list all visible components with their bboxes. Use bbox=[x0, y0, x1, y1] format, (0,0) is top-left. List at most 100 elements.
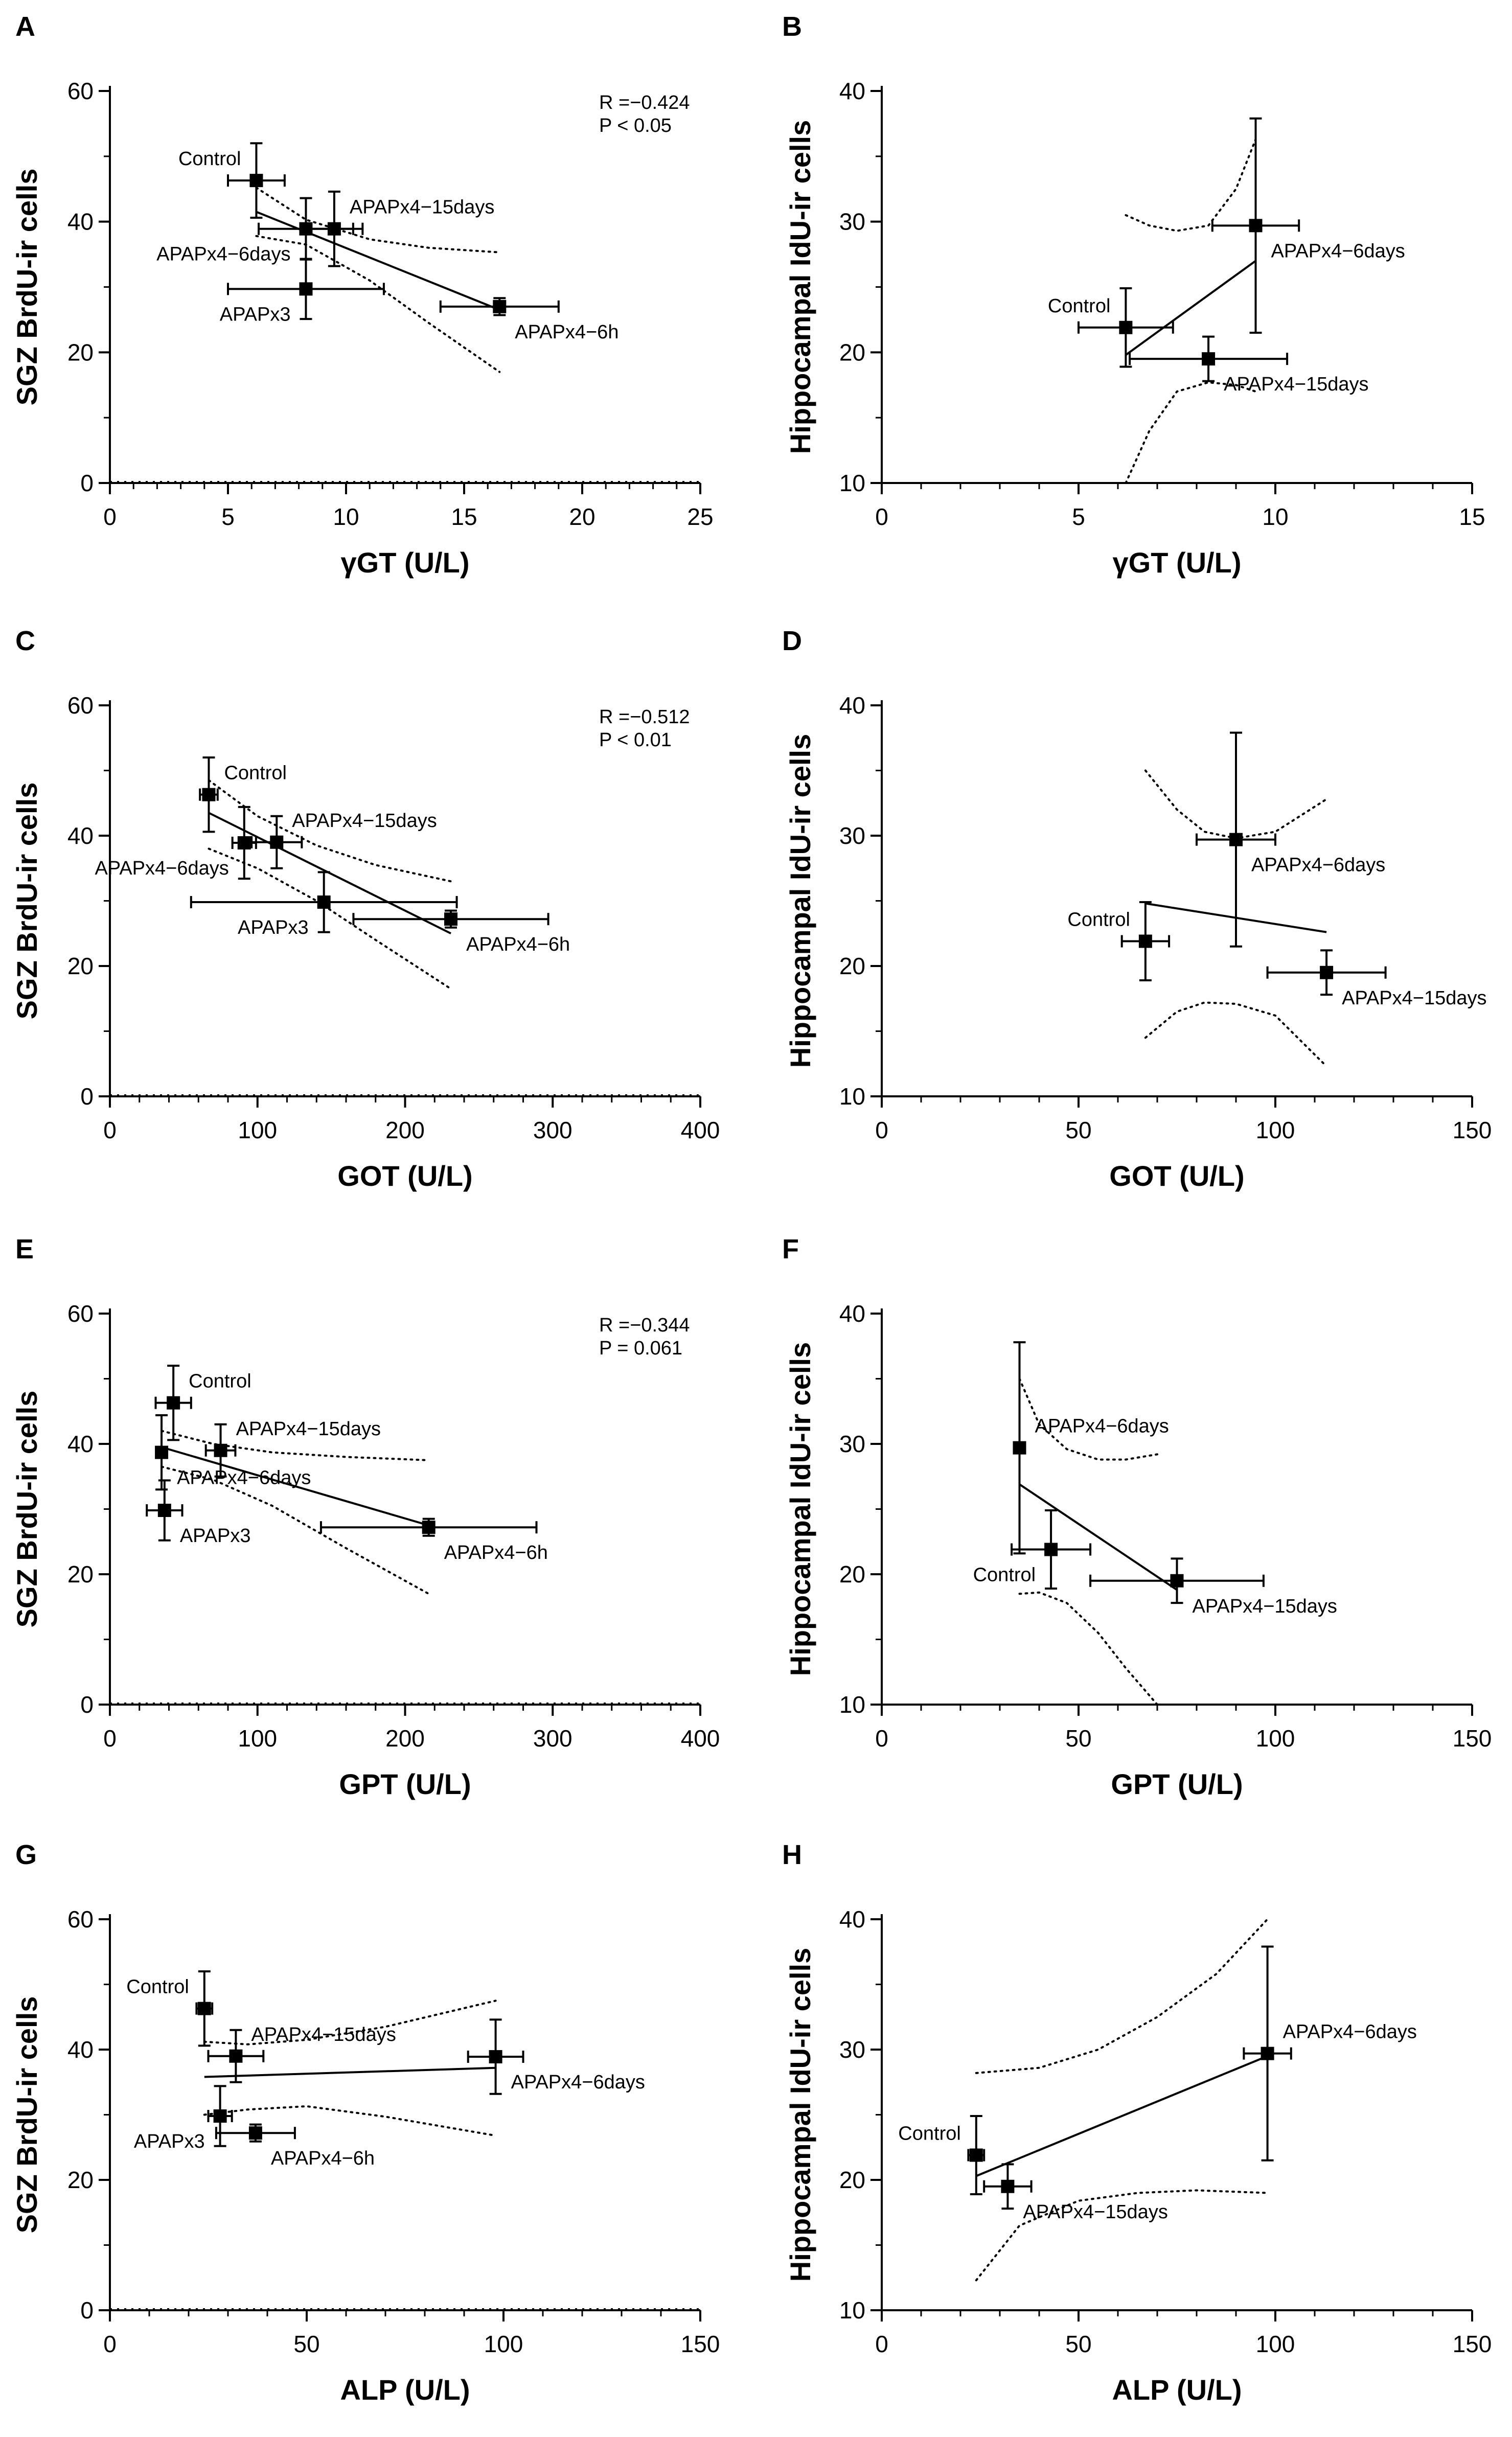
data-point-group: Control bbox=[973, 1509, 1092, 1590]
data-point-marker bbox=[229, 2049, 243, 2063]
data-point-label: APAPx4−15days bbox=[292, 810, 437, 832]
x-tick-label: 100 bbox=[1256, 1725, 1295, 1752]
x-tick-label: 100 bbox=[1256, 2331, 1295, 2357]
data-point-label: APAPx4−6days bbox=[1283, 2021, 1417, 2043]
x-tick-label: 400 bbox=[681, 1725, 720, 1752]
x-tick-label: 5 bbox=[221, 503, 235, 530]
x-tick-label: 200 bbox=[385, 1117, 425, 1143]
y-tick-label: 0 bbox=[80, 2297, 94, 2324]
panel-letter: C bbox=[15, 626, 35, 656]
x-tick-label: 100 bbox=[484, 2331, 523, 2357]
data-point-marker bbox=[969, 2148, 983, 2162]
data-point-label: APAPx3 bbox=[134, 2131, 205, 2152]
data-point-marker bbox=[248, 2126, 262, 2140]
x-tick-label: 0 bbox=[103, 2331, 117, 2357]
y-tick-label: 30 bbox=[839, 822, 865, 849]
data-point-marker bbox=[1202, 352, 1216, 366]
x-axis-title: γGT (U/L) bbox=[1113, 546, 1242, 579]
x-tick-label: 150 bbox=[681, 2331, 720, 2357]
data-point-group: APAPx4−6days bbox=[1013, 1341, 1169, 1555]
y-tick-label: 0 bbox=[80, 470, 94, 496]
data-point-label: APAPx4−6days bbox=[177, 1467, 311, 1489]
data-point-marker bbox=[157, 1504, 171, 1518]
x-tick-label: 50 bbox=[1065, 1117, 1091, 1143]
data-point-group: APAPx4−6days bbox=[95, 806, 257, 880]
data-point-label: Control bbox=[973, 1565, 1036, 1586]
data-point-label: APAPx4−15days bbox=[1342, 987, 1486, 1009]
data-point-marker bbox=[1138, 934, 1152, 948]
data-point-label: APAPx4−6days bbox=[511, 2072, 645, 2093]
data-point-label: APAPx4−15days bbox=[1023, 2201, 1167, 2223]
y-tick-label: 40 bbox=[67, 209, 94, 235]
data-point-label: APAPx4−6days bbox=[156, 244, 290, 265]
x-tick-label: 50 bbox=[1065, 2331, 1091, 2357]
y-axis-title: SGZ BrdU-ir cells bbox=[11, 1996, 43, 2234]
data-point-label: APAPx4−6days bbox=[1035, 1416, 1169, 1437]
data-point-group: APAPx4−6h bbox=[439, 297, 618, 343]
y-tick-label: 40 bbox=[67, 1431, 94, 1457]
data-point-label: APAPx4−15days bbox=[350, 197, 494, 218]
data-point-label: APAPx4−6days bbox=[1251, 855, 1385, 876]
data-point-group: APAPx4−6days bbox=[1211, 117, 1405, 334]
y-tick-label: 60 bbox=[67, 1906, 94, 1933]
data-point-group: APAPx4−6days bbox=[467, 2018, 645, 2095]
y-tick-label: 40 bbox=[839, 1906, 865, 1933]
regression-line bbox=[256, 211, 500, 311]
ci-upper-curve bbox=[255, 187, 501, 254]
x-axis-title: ALP (U/L) bbox=[340, 2374, 470, 2406]
x-tick-label: 400 bbox=[681, 1117, 720, 1143]
ci-upper-curve bbox=[1125, 138, 1257, 232]
x-tick-label: 15 bbox=[451, 503, 477, 530]
x-axis-title: GOT (U/L) bbox=[337, 1160, 472, 1192]
y-tick-label: 30 bbox=[839, 2036, 865, 2063]
regression-line bbox=[976, 2055, 1268, 2177]
x-tick-label: 0 bbox=[875, 2331, 888, 2357]
panel-letter: A bbox=[15, 11, 35, 42]
x-tick-label: 0 bbox=[875, 1117, 888, 1143]
stats-text: P < 0.05 bbox=[599, 115, 672, 136]
x-tick-label: 10 bbox=[1262, 503, 1288, 530]
y-tick-label: 60 bbox=[67, 78, 94, 104]
data-point-marker bbox=[1013, 1441, 1026, 1455]
x-tick-label: 0 bbox=[875, 1725, 888, 1752]
data-point-marker bbox=[237, 836, 251, 850]
data-point-label: Control bbox=[189, 1371, 251, 1392]
data-point-group: Control bbox=[178, 142, 286, 219]
stats-text: P < 0.01 bbox=[599, 729, 672, 751]
x-axis-title: γGT (U/L) bbox=[341, 546, 470, 579]
stats-text: R =−0.424 bbox=[599, 92, 690, 113]
y-axis-title: SGZ BrdU-ir cells bbox=[11, 169, 43, 406]
data-point-marker bbox=[299, 282, 313, 296]
data-point-label: APAPx4−6days bbox=[95, 858, 228, 879]
panel-D: D 10 20 30 40 0 50 100 150 GOT (U/L) Hippocampal I… bbox=[782, 626, 1492, 1192]
data-point-label: APAPx3 bbox=[220, 304, 291, 325]
x-tick-label: 15 bbox=[1459, 503, 1485, 530]
data-point-marker bbox=[1249, 219, 1263, 233]
panel-E: E 0 20 40 60 0 100 200 300 400 GPT (U/L) SGZ BrdU-i… bbox=[11, 1234, 720, 1800]
y-tick-label: 10 bbox=[839, 1691, 865, 1718]
data-point-marker bbox=[1044, 1543, 1058, 1556]
data-point-group: Control bbox=[126, 1970, 214, 2047]
x-tick-label: 300 bbox=[533, 1725, 572, 1752]
data-point-group: APAPx3 bbox=[190, 871, 458, 938]
data-point-marker bbox=[270, 835, 284, 849]
data-point-marker bbox=[1001, 2179, 1015, 2193]
data-point-group: APAPx4−15days bbox=[983, 2163, 1168, 2223]
data-point-label: APAPx4−15days bbox=[1193, 1596, 1337, 1617]
panel-B: B 10 20 30 40 0 5 10 15 γGT (U/L) Hippocampal IdU-… bbox=[782, 11, 1485, 579]
data-point-label: Control bbox=[1067, 909, 1130, 931]
stats-text: R =−0.512 bbox=[599, 706, 690, 728]
panel-letter: F bbox=[782, 1234, 799, 1265]
ci-lower-curve bbox=[255, 235, 501, 373]
data-point-label: Control bbox=[224, 763, 287, 784]
regression-line bbox=[1125, 260, 1256, 356]
ci-lower-curve bbox=[203, 2105, 497, 2137]
data-point-marker bbox=[422, 1521, 436, 1534]
y-tick-label: 30 bbox=[839, 209, 865, 235]
data-point-group: Control bbox=[898, 2115, 986, 2196]
data-point-group: Control bbox=[199, 756, 287, 833]
y-axis-title: Hippocampal IdU-ir cells bbox=[784, 734, 816, 1068]
data-point-group: APAPx3 bbox=[146, 1479, 251, 1547]
data-point-marker bbox=[1119, 320, 1133, 334]
data-point-group: APAPx4−6days bbox=[1243, 1945, 1417, 2162]
